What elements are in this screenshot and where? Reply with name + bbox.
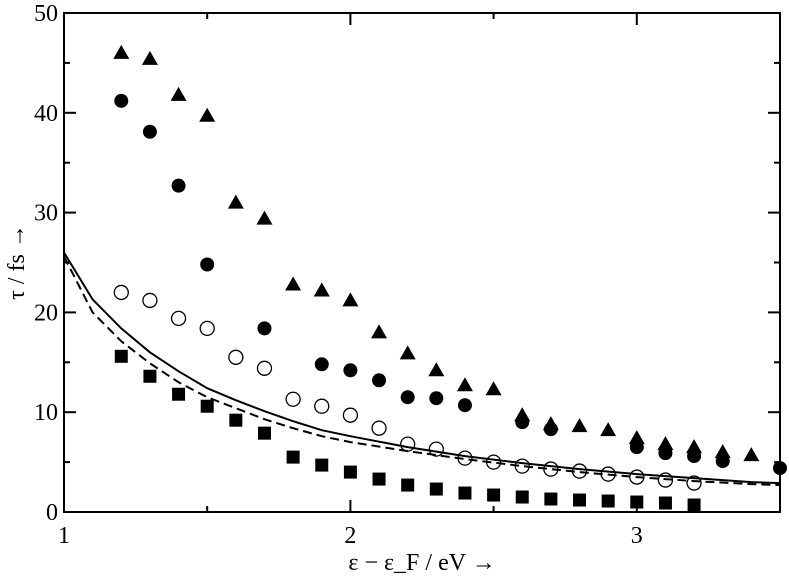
open-circle-point [371,420,387,436]
square-point [143,369,157,383]
triangle-point [399,345,416,360]
triangle-point [256,210,273,225]
open-circle-point [142,292,158,309]
x-tick-label: 2 [344,523,356,549]
open-circle-point [686,475,702,491]
triangle-point [141,50,158,65]
square-point [401,478,415,492]
filled-circle-point [715,454,730,469]
filled-circle-point [257,321,272,336]
filled-circle-point [543,422,558,437]
open-circle-point [400,436,416,452]
filled-circle-point [142,124,157,139]
open-circle-point [228,349,244,365]
open-circle-point [170,310,187,327]
x-tick-label: 3 [631,523,643,549]
y-tick-label: 10 [34,400,58,426]
triangle-point [428,362,445,377]
square-point [515,490,529,504]
filled-circle-point [343,363,358,378]
triangle-point [485,381,502,396]
open-circle-point [314,398,330,414]
open-circle-point [113,284,129,301]
triangle-point [313,282,330,297]
axis-ticks [63,12,781,513]
square-point [229,413,243,427]
triangle-point [170,86,187,101]
y-tick-label: 50 [34,1,58,27]
filled-circle-point [429,391,444,406]
open-circle-point [256,360,273,376]
y-tick-label: 20 [34,300,58,326]
square-point [544,492,558,506]
filled-circle-point [400,390,415,405]
filled-circle-point [200,257,215,272]
dashed-curve [63,256,781,487]
y-tick-label: 0 [46,500,58,526]
filled-circle-point [687,449,702,464]
triangle-point [743,447,760,462]
square-point [114,349,128,363]
triangle-point [714,444,731,459]
square-point [372,472,386,486]
triangle-point [342,292,359,307]
triangle-point [285,276,302,291]
open-circle-point [199,320,215,337]
filled-circle-point [171,178,186,193]
x-axis-label: ε − ε_F / eV → [348,550,495,576]
filled-circle-point [773,461,787,476]
filled-circle-point [114,93,129,108]
square-point [429,482,443,496]
square-point [286,450,300,464]
filled-circle-point [457,398,472,413]
filled-circle-point [314,357,329,372]
square-point [573,493,587,507]
plot-frame [63,12,781,513]
square-point [257,426,271,440]
filled-circle-point [372,373,387,388]
square-point [487,488,501,502]
square-point [687,498,701,512]
y-tick-label: 40 [34,101,58,127]
solid-curve [63,251,781,485]
filled-circle-point [658,446,673,461]
y-tick-label: 30 [34,201,58,227]
square-point [458,486,472,500]
square-point [172,387,186,401]
y-axis-label: τ / fs → [4,224,30,300]
square-point [630,495,644,509]
triangle-point [456,377,473,392]
filled-circle-point [629,440,644,455]
triangle-point [199,107,216,122]
triangle-point [227,194,244,209]
triangle-point [628,430,645,445]
filled-circle-point [515,415,530,430]
open-circle-point [285,391,301,407]
x-tick-label: 1 [58,523,70,549]
triangle-point [371,324,388,339]
triangle-point [571,418,588,433]
data-marks [63,44,787,512]
open-circle-point [342,407,359,423]
square-point [601,494,615,508]
square-point [343,465,357,479]
square-point [658,496,672,510]
square-point [200,399,214,413]
triangle-point [686,439,703,454]
triangle-point [657,436,674,451]
triangle-point [113,44,130,59]
square-point [315,458,329,472]
triangle-point [600,422,617,437]
